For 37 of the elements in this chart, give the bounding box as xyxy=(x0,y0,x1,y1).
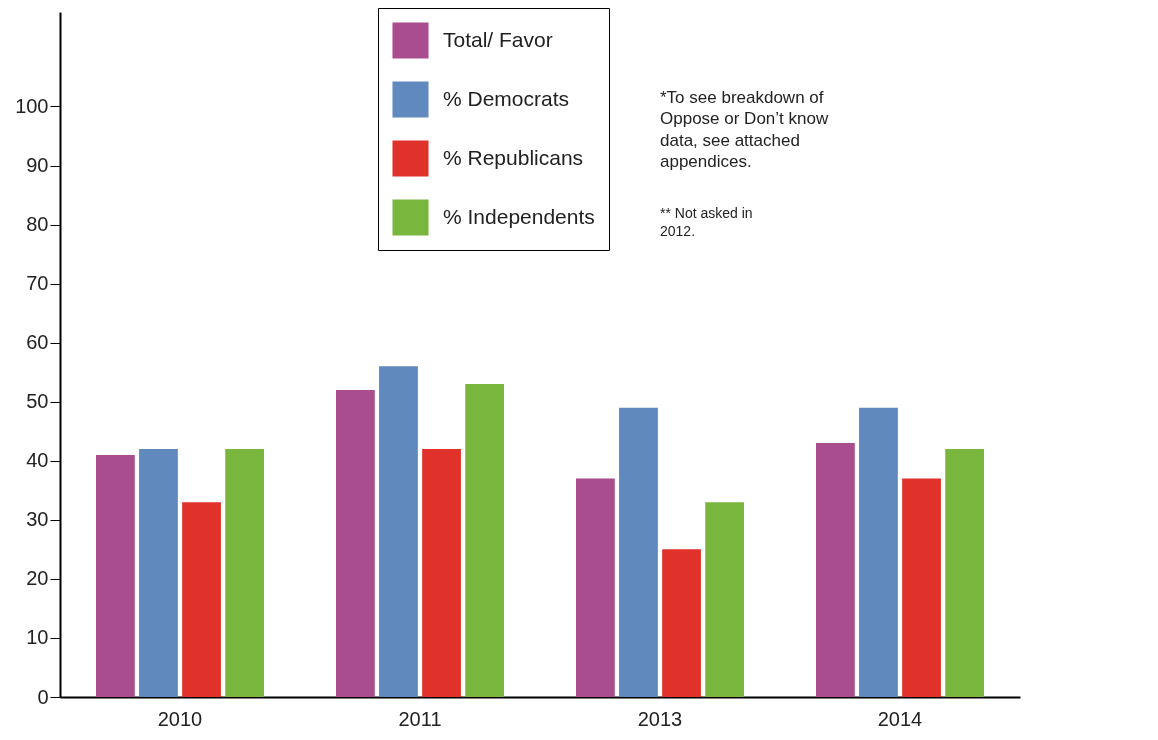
y-tick-label: 100 xyxy=(15,94,49,117)
y-tick-label: 40 xyxy=(26,449,49,472)
bar xyxy=(576,478,615,697)
legend-label: % Democrats xyxy=(443,86,570,110)
bar xyxy=(816,443,855,697)
annotation: *To see breakdown of Oppose or Don’t know data, see attached appendices. xyxy=(660,88,829,171)
bar xyxy=(379,366,418,697)
x-tick-label: 2014 xyxy=(877,707,923,730)
y-tick-label: 0 xyxy=(37,685,49,708)
bar xyxy=(902,478,941,697)
y-tick-label: 20 xyxy=(26,567,49,590)
bar xyxy=(465,384,504,697)
bar xyxy=(422,448,461,697)
x-tick-label: 2011 xyxy=(398,707,442,730)
legend-label: Total/ Favor xyxy=(443,27,553,51)
bar xyxy=(225,448,264,697)
bar xyxy=(859,407,898,697)
y-tick-label: 70 xyxy=(26,272,49,295)
legend-label: % Independents xyxy=(443,204,595,228)
bar xyxy=(619,407,658,697)
legend-label: % Republicans xyxy=(443,145,584,169)
bar xyxy=(139,448,178,697)
annotation: ** Not asked in 2012. xyxy=(660,205,753,239)
y-tick-label: 60 xyxy=(26,331,49,354)
y-tick-label: 50 xyxy=(26,390,49,413)
bar xyxy=(96,454,135,697)
y-tick-label: 10 xyxy=(26,626,49,649)
x-tick-label: 2010 xyxy=(157,707,203,730)
x-tick-label: 2013 xyxy=(637,707,683,730)
bar xyxy=(662,549,701,697)
bar xyxy=(182,502,221,697)
bar xyxy=(705,502,744,697)
y-tick-label: 80 xyxy=(26,213,49,236)
bar xyxy=(336,389,375,697)
bar xyxy=(945,448,984,697)
y-tick-label: 90 xyxy=(26,154,49,177)
y-tick-label: 30 xyxy=(26,508,49,531)
